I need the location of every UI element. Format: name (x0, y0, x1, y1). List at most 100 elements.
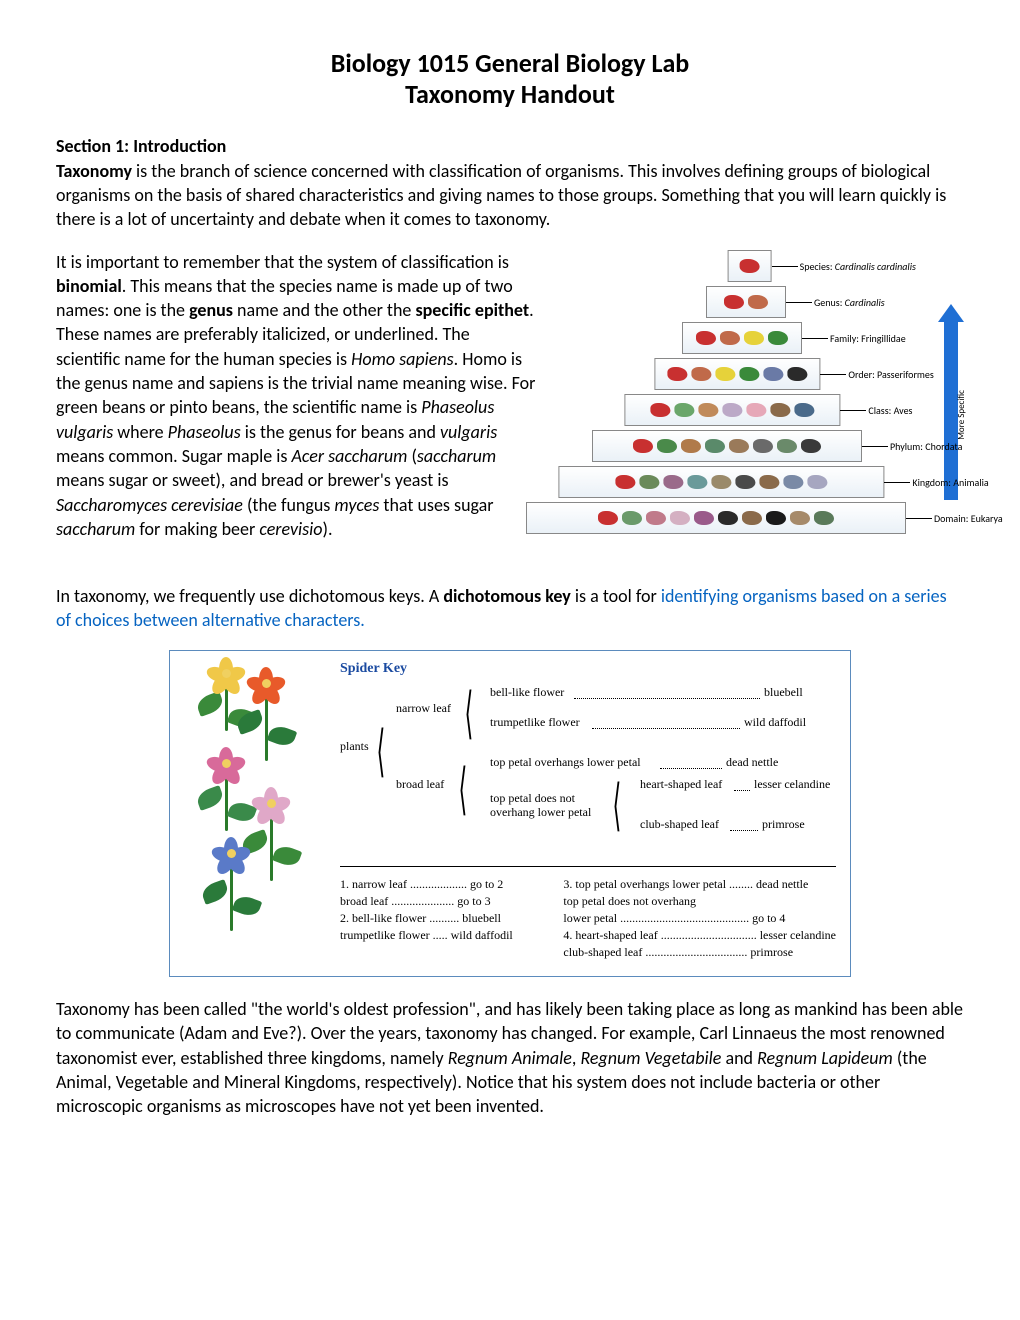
organism-icon (763, 367, 783, 381)
pyramid-tier-0 (728, 250, 772, 282)
numbered-key-line: 3. top petal overhangs lower petal .....… (563, 877, 836, 892)
leader-line (862, 446, 888, 447)
numbered-key-right: 3. top petal overhangs lower petal .....… (563, 877, 836, 962)
organism-icon (720, 331, 740, 345)
trait: top petal overhangs lower petal (490, 755, 641, 770)
numbered-key-line: 4. heart-shaped leaf ...................… (563, 928, 836, 943)
organism-icon (663, 475, 683, 489)
organism-icon (768, 331, 788, 345)
document-title: Biology 1015 General Biology Lab Taxonom… (56, 48, 964, 110)
dots (730, 819, 758, 831)
organism-icon (794, 403, 814, 417)
organism-icon (748, 295, 768, 309)
organism-icon (598, 511, 618, 525)
leader-line (840, 410, 866, 411)
bracket-icon: ⟨ (377, 719, 386, 784)
organism-icon (744, 331, 764, 345)
title-line-1: Biology 1015 General Biology Lab (331, 47, 689, 79)
leader-line (802, 338, 828, 339)
pyramid-label-2: Family: Fringillidae (830, 332, 906, 345)
pyramid-tier-4 (624, 394, 840, 426)
pyramid-label-5: Phylum: Chordata (890, 440, 962, 453)
spider-narrow: narrow leaf (396, 701, 451, 716)
paragraph-dichotomous: In taxonomy, we frequently use dichotomo… (56, 584, 964, 633)
title-line-2: Taxonomy Handout (405, 78, 615, 110)
bracket-icon: ⟨ (459, 757, 468, 822)
organism-icon (639, 475, 659, 489)
plants-illustration (170, 651, 330, 951)
organism-icon (790, 511, 810, 525)
pyramid-label-3: Order: Passeriformes (848, 368, 933, 381)
organism-icon (770, 403, 790, 417)
numbered-key-line: top petal does not overhang (563, 894, 836, 909)
term-taxonomy: Taxonomy (56, 160, 132, 182)
organism-icon (807, 475, 827, 489)
organism-icon (715, 367, 735, 381)
row-binomial: It is important to remember that the sys… (56, 250, 964, 570)
numbered-key: 1. narrow leaf ................... go to… (340, 877, 836, 962)
spider-root: plants (340, 739, 369, 754)
leader-line (906, 518, 932, 519)
organism-icon (650, 403, 670, 417)
pyramid-label-7: Domain: Eukarya (934, 512, 1003, 525)
result: bluebell (764, 685, 803, 700)
numbered-key-line: lower petal ............................… (563, 911, 836, 926)
organism-icon (667, 367, 687, 381)
leaf-icon (272, 843, 303, 869)
organism-icon (696, 331, 716, 345)
organism-icon (615, 475, 635, 489)
leader-line (820, 374, 846, 375)
organism-icon (753, 439, 773, 453)
organism-icon (777, 439, 797, 453)
organism-icon (698, 403, 718, 417)
pyramid-tier-5 (592, 430, 862, 462)
paragraph-binomial: It is important to remember that the sys… (56, 250, 536, 542)
organism-icon (766, 511, 786, 525)
leaf-icon (232, 893, 263, 919)
result: wild daffodil (744, 715, 806, 730)
organism-icon (691, 367, 711, 381)
organism-icon (718, 511, 738, 525)
trait: heart-shaped leaf (640, 777, 722, 792)
trait: top petal does not (490, 791, 575, 806)
dots (592, 717, 740, 729)
organism-icon (801, 439, 821, 453)
organism-icon (759, 475, 779, 489)
numbered-key-line: trumpetlike flower ..... wild daffodil (340, 928, 539, 943)
dichotomous-key-figure: Spider Key plants⟨narrow leaf⟨broad leaf… (169, 650, 851, 977)
pyramid-label-4: Class: Aves (868, 404, 912, 417)
organism-icon (687, 475, 707, 489)
bracket-icon: ⟨ (465, 681, 474, 746)
paragraph-history: Taxonomy has been called "the world's ol… (56, 997, 964, 1118)
spider-broad: broad leaf (396, 777, 444, 792)
taxonomy-pyramid: More Specific Species: Cardinalis cardin… (554, 250, 954, 570)
organism-icon (739, 367, 759, 381)
organism-icon (633, 439, 653, 453)
leader-line (786, 302, 812, 303)
organism-icon (622, 511, 642, 525)
organism-icon (746, 403, 766, 417)
pyramid-label-1: Genus: Cardinalis (814, 296, 885, 309)
leader-line (884, 482, 910, 483)
leaf-icon (200, 879, 231, 905)
numbered-key-line: broad leaf ..................... go to 3 (340, 894, 539, 909)
page: Biology 1015 General Biology Lab Taxonom… (0, 0, 1020, 1185)
result: primrose (762, 817, 805, 832)
organism-icon (694, 511, 714, 525)
key-divider (340, 866, 836, 867)
result: lesser celandine (754, 777, 830, 792)
organism-icon (729, 439, 749, 453)
trait: club-shaped leaf (640, 817, 719, 832)
arrow-label: More Specific (956, 390, 967, 440)
pyramid-label-6: Kingdom: Animalia (912, 476, 988, 489)
leaf-icon (195, 785, 226, 811)
dots (660, 757, 722, 769)
organism-icon (646, 511, 666, 525)
trait: trumpetlike flower (490, 715, 580, 730)
result: dead nettle (726, 755, 778, 770)
pyramid-tier-1 (706, 286, 786, 318)
organism-icon (657, 439, 677, 453)
pyramid-tier-7 (526, 502, 906, 534)
numbered-key-line: 2. bell-like flower .......... bluebell (340, 911, 539, 926)
organism-icon (724, 295, 744, 309)
